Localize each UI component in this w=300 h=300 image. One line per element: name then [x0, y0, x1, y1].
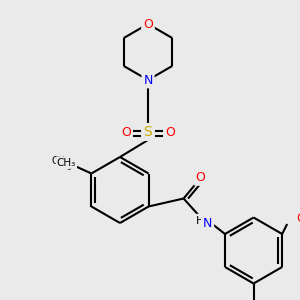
Text: CH: CH — [51, 155, 65, 166]
Text: N: N — [143, 74, 153, 86]
Text: O: O — [196, 171, 206, 184]
Text: H: H — [195, 215, 204, 226]
Text: S: S — [144, 125, 152, 139]
Text: N: N — [203, 217, 212, 230]
Text: O: O — [296, 212, 300, 224]
Text: O: O — [121, 125, 131, 139]
Text: O: O — [143, 17, 153, 31]
Text: O: O — [165, 125, 175, 139]
Text: CH₃: CH₃ — [57, 158, 76, 167]
Text: 3: 3 — [66, 164, 71, 170]
